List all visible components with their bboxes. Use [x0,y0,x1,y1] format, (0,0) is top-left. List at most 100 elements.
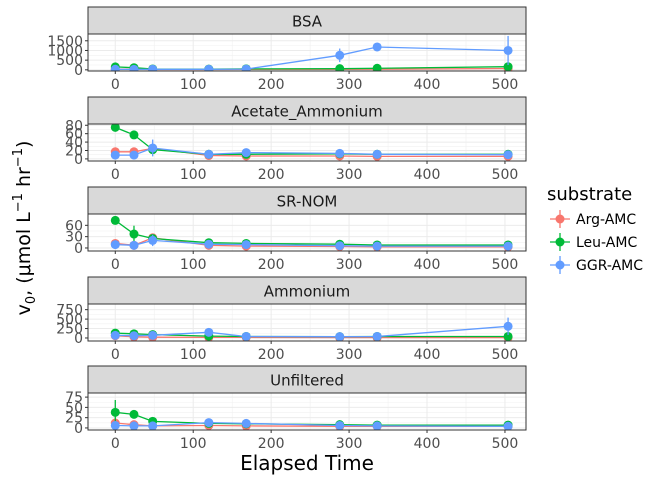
y-tick-label: 0 [74,152,83,168]
data-point-leu-amc [372,63,382,71]
x-tick-label: 200 [258,347,285,363]
data-point-ggr-amc [241,331,251,341]
series-group [110,399,513,430]
data-point-ggr-amc [241,64,251,71]
facet-strip-label: Ammonium [264,283,350,301]
x-tick-label: 100 [180,436,207,452]
data-point-ggr-amc [148,64,158,71]
y-tick-label: 30 [65,230,83,246]
data-point-ggr-amc [503,150,513,160]
x-tick-label: 400 [414,347,441,363]
data-point-ggr-amc [110,150,120,160]
data-point-leu-amc [110,215,120,225]
facet-strip-label: Unfiltered [270,372,344,390]
facet-strip [87,365,527,394]
data-point-ggr-amc [335,332,345,341]
y-tick-label: 250 [56,322,83,338]
facet-strip [87,96,527,125]
legend-key-point [555,214,565,224]
data-point-ggr-amc [148,235,158,245]
x-tick-label: 200 [258,257,285,273]
x-tick-label: 300 [336,436,363,452]
panel-border [87,33,527,72]
data-point-ggr-amc [372,331,382,341]
series-group [110,35,513,71]
panel-border [87,123,527,162]
x-tick-label: 0 [111,436,120,452]
y-tick-label: 750 [56,303,83,319]
y-tick-label: 500 [56,53,83,69]
x-tick-label: 200 [258,436,285,452]
data-point-ggr-amc [335,241,345,251]
data-point-ggr-amc [110,420,120,430]
data-point-ggr-amc [204,327,214,337]
y-tick-label: 60 [65,218,83,234]
data-point-ggr-amc [110,330,120,340]
data-point-ggr-amc [110,64,120,71]
y-tick-label: 0 [74,421,83,437]
facet-strip-label: SR-NOM [277,193,338,211]
y-tick-label: 75 [65,390,83,406]
data-point-ggr-amc [372,241,382,251]
x-tick-label: 0 [111,77,120,93]
y-tick-label: 20 [65,143,83,159]
data-point-ggr-amc [204,239,214,249]
data-point-ggr-amc [148,143,158,153]
y-tick-label: 1500 [47,34,83,50]
y-tick-label: 40 [65,135,83,151]
x-tick-label: 0 [111,257,120,273]
data-point-leu-amc [129,130,139,140]
x-tick-label: 300 [336,167,363,183]
data-point-ggr-amc [129,64,139,71]
x-axis-title: Elapsed Time [240,451,374,475]
facet-strip-label: BSA [292,13,323,31]
legend-label: Leu-AMC [576,235,637,251]
data-point-ggr-amc [372,421,382,430]
y-tick-label: 60 [65,127,83,143]
data-point-ggr-amc [148,421,158,430]
x-tick-label: 400 [414,257,441,273]
data-point-leu-amc [110,124,120,132]
x-tick-label: 300 [336,77,363,93]
x-tick-label: 500 [492,257,519,273]
x-tick-label: 400 [414,77,441,93]
facet-strip-label: Acetate_Ammonium [231,103,383,122]
data-point-leu-amc [503,331,513,341]
x-tick-label: 0 [111,347,120,363]
data-point-ggr-amc [503,241,513,251]
data-point-ggr-amc [241,240,251,250]
data-point-ggr-amc [129,331,139,341]
data-point-ggr-amc [372,149,382,159]
y-tick-label: 0 [74,331,83,347]
x-tick-label: 500 [492,167,519,183]
data-point-ggr-amc [204,149,214,159]
data-point-ggr-amc [335,50,345,60]
x-tick-label: 300 [336,347,363,363]
data-point-ggr-amc [204,64,214,71]
data-point-ggr-amc [372,42,382,52]
x-tick-label: 500 [492,347,519,363]
data-point-leu-amc [129,409,139,419]
data-point-ggr-amc [129,421,139,430]
series-group [110,124,513,161]
panel-border [87,213,527,252]
data-point-ggr-amc [241,418,251,428]
panel-border [87,392,527,431]
y-tick-label: 25 [65,411,83,427]
data-point-ggr-amc [110,240,120,250]
legend-title: substrate [547,184,632,205]
x-tick-label: 100 [180,347,207,363]
x-tick-label: 300 [336,257,363,273]
data-point-leu-amc [129,229,139,239]
data-point-ggr-amc [148,330,158,340]
x-tick-label: 100 [180,77,207,93]
data-point-ggr-amc [503,45,513,55]
data-point-leu-amc [110,407,120,417]
data-point-ggr-amc [129,150,139,160]
